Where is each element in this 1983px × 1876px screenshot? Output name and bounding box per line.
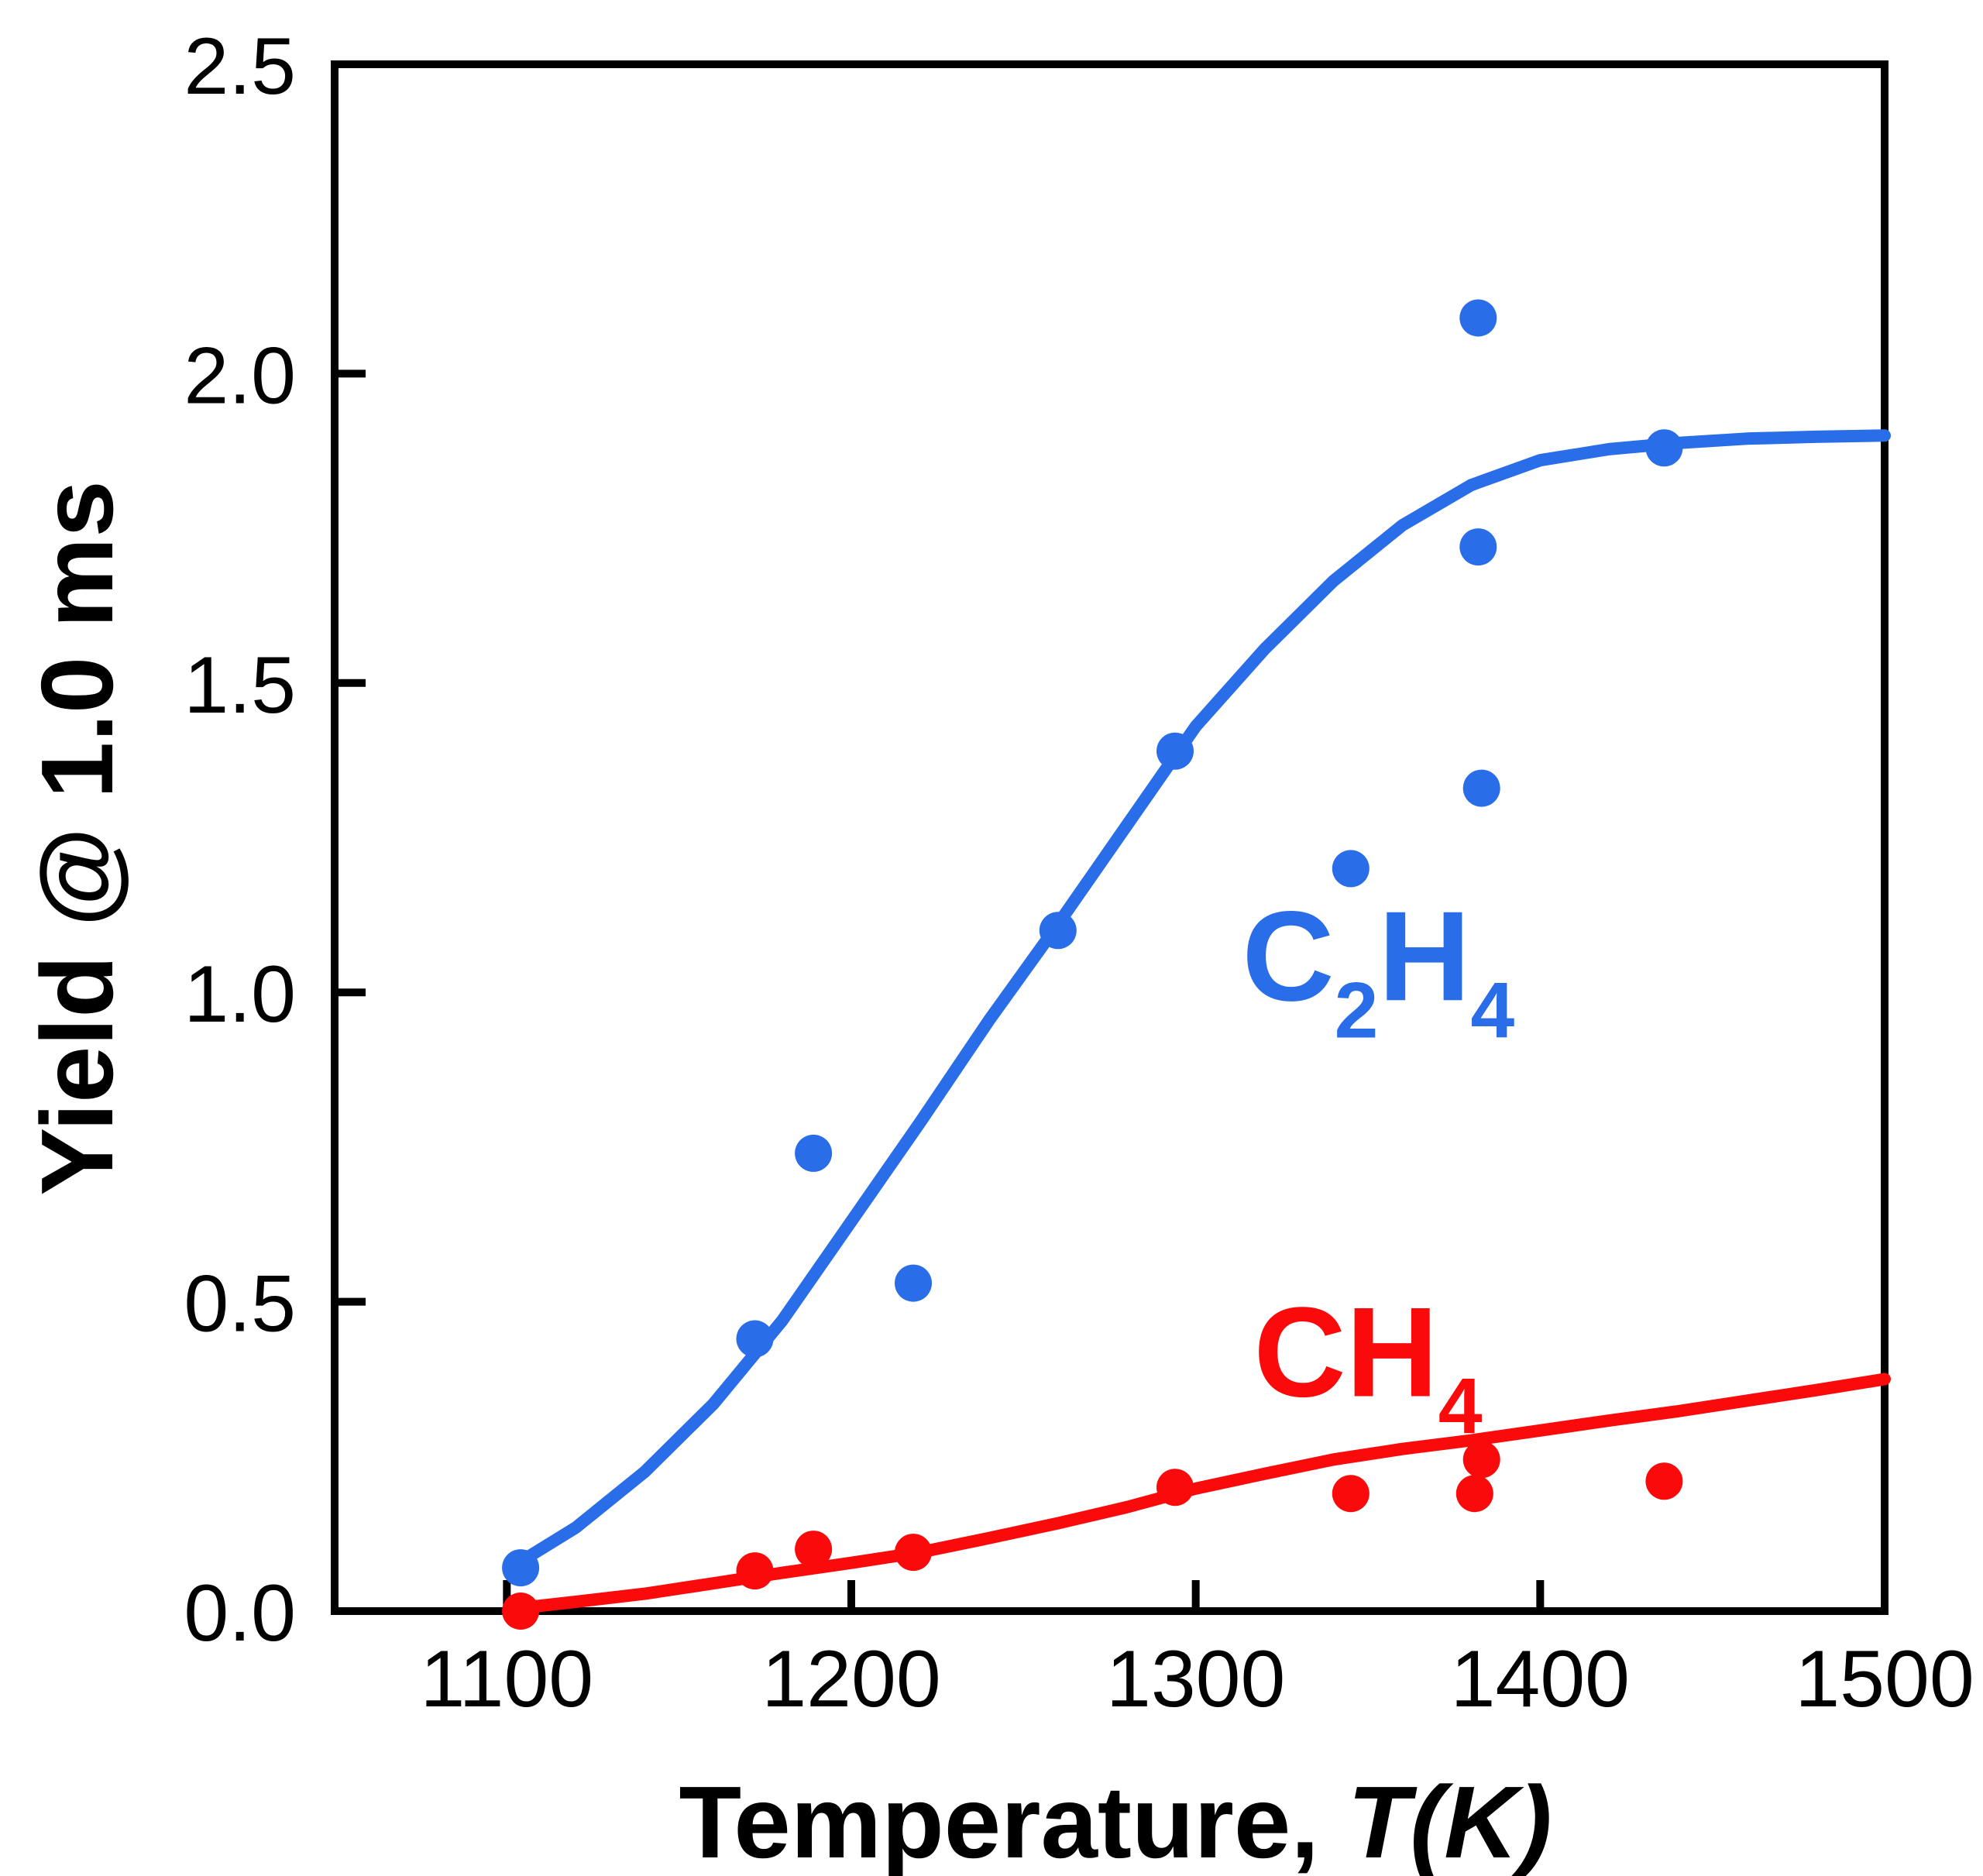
c2h4-data-point [1039, 912, 1077, 950]
ch4-data-point [1645, 1462, 1683, 1500]
c2h4-data-point [1459, 528, 1497, 566]
ch4-data-point [795, 1531, 833, 1568]
x-axis-tick-label: 1300 [1106, 1634, 1285, 1724]
y-axis-tick-label: 2.5 [184, 22, 296, 112]
c2h4-data-point [1645, 429, 1683, 467]
ch4-data-point [1156, 1469, 1194, 1507]
c2h4-data-point [895, 1264, 932, 1302]
c2h4-data-point [502, 1549, 540, 1587]
y-axis-tick-label: 0.0 [184, 1568, 296, 1658]
ch4-data-point [502, 1593, 540, 1630]
c2h4-data-point [1462, 769, 1500, 807]
ch4-data-point [1332, 1475, 1370, 1513]
c2h4-data-point [1156, 732, 1194, 770]
ch4-data-point [1455, 1475, 1493, 1513]
y-axis-title: Yield @ 1.0 ms [20, 480, 134, 1196]
ch4-fit-curve [514, 1373, 1891, 1614]
x-axis-tick-label: 1100 [421, 1634, 594, 1724]
c2h4-data-point [1332, 850, 1370, 888]
ch4-series-label: CH4 [1253, 1281, 1482, 1451]
y-axis-tick-label: 1.5 [184, 641, 296, 730]
y-axis-tick-label: 1.0 [184, 950, 296, 1039]
ch4-data-point [895, 1534, 932, 1572]
x-axis-tick-label: 1200 [761, 1634, 940, 1724]
y-axis-tick-label: 2.0 [184, 331, 296, 421]
c2h4-series-label: C2H4 [1242, 885, 1514, 1054]
c2h4-data-point [1459, 299, 1497, 337]
x-axis-tick-label: 1500 [1795, 1634, 1974, 1724]
c2h4-data-point [795, 1134, 833, 1172]
x-axis-tick-label: 1400 [1451, 1634, 1630, 1724]
plot-box [331, 60, 1888, 1615]
y-axis-tick-label: 0.5 [184, 1259, 296, 1349]
x-axis-title: Temperature, T(K) [679, 1765, 1552, 1876]
c2h4-data-point [736, 1320, 774, 1358]
ch4-data-point [736, 1552, 774, 1590]
ch4-data-point [1462, 1441, 1500, 1479]
